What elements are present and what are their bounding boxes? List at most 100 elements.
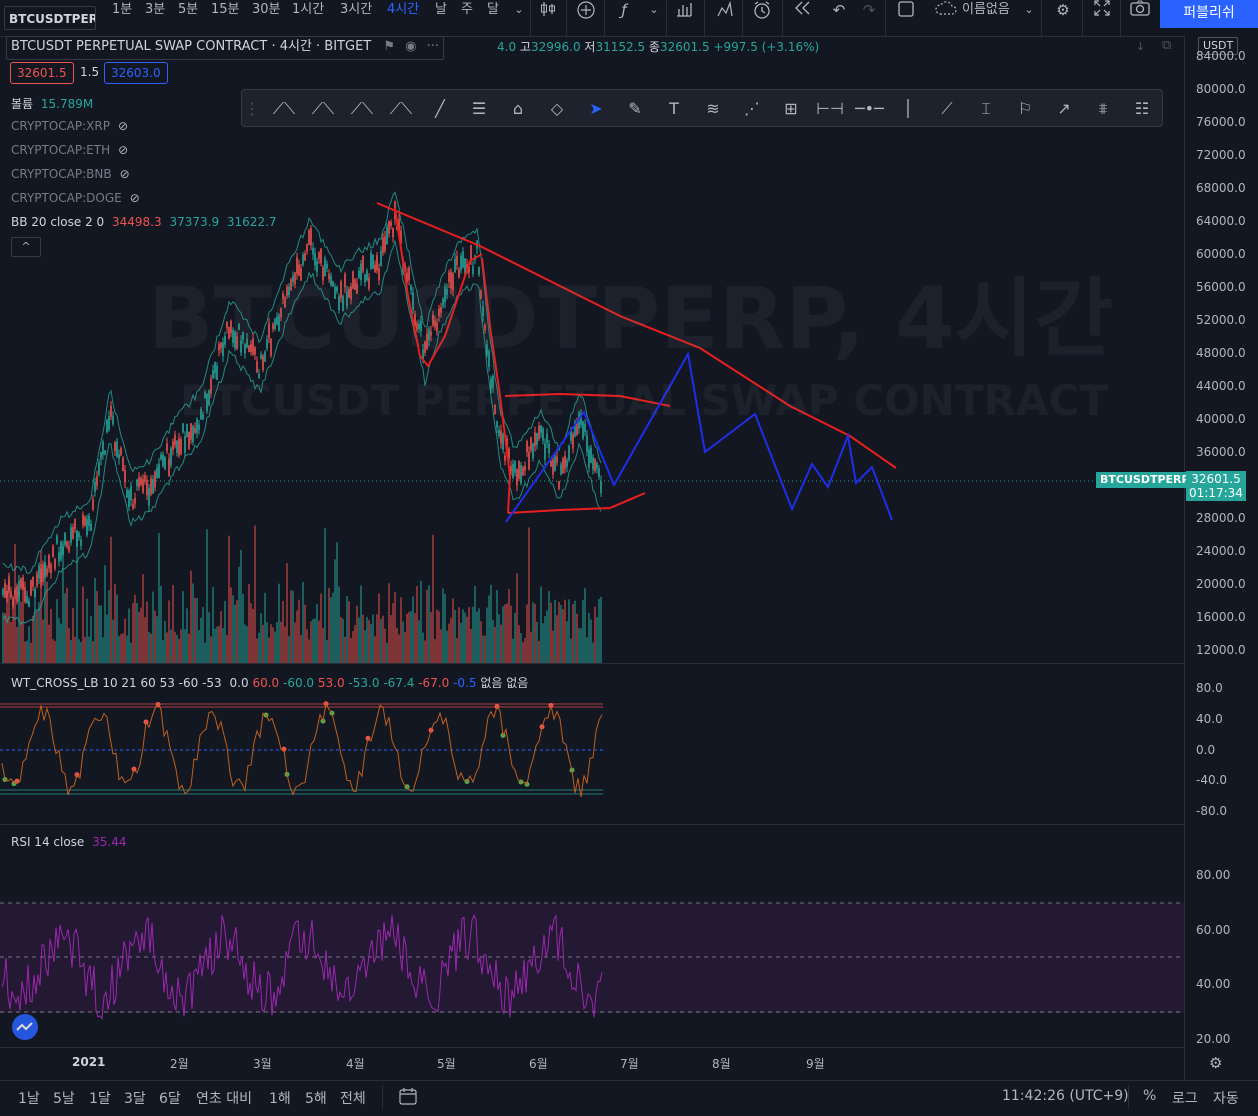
templates-icon[interactable] bbox=[712, 0, 738, 20]
symbol-search[interactable]: BTCUSDTPERP bbox=[4, 6, 96, 30]
tf-5m[interactable]: 5분 bbox=[178, 2, 199, 17]
pattern-abc-icon[interactable]: ⟋⟍ bbox=[311, 99, 335, 118]
tf-15m[interactable]: 15분 bbox=[211, 2, 240, 17]
horizontal-ray-icon[interactable]: ─•─ bbox=[855, 99, 884, 118]
eye-off-icon[interactable]: ⊘ bbox=[129, 191, 140, 205]
price-axis[interactable] bbox=[1184, 36, 1258, 1080]
sell-price-button[interactable]: 32601.5 bbox=[10, 62, 74, 84]
maximize-pane-icon[interactable]: ⧉ bbox=[1162, 38, 1172, 53]
replay-icon[interactable] bbox=[789, 0, 815, 20]
axis-settings-icon[interactable]: ⚙ bbox=[1209, 1054, 1223, 1072]
brush-icon[interactable]: ✎ bbox=[628, 99, 642, 118]
pattern-xabcd-icon[interactable]: ⟋⟍ bbox=[272, 99, 296, 118]
range-3m[interactable]: 3달 bbox=[124, 1091, 146, 1107]
volume-bar bbox=[128, 608, 130, 663]
bb-legend[interactable]: BB 20 close 2 0 34498.3 37373.9 31622.7 bbox=[11, 215, 277, 229]
vertical-line-icon[interactable]: │ bbox=[903, 99, 913, 118]
chevron-down-icon[interactable]: ⌄ bbox=[1024, 3, 1034, 16]
more-icon[interactable]: ··· bbox=[426, 39, 440, 54]
overlay-doge[interactable]: CRYPTOCAP:DOGE ⊘ bbox=[11, 191, 140, 205]
volume-bar bbox=[6, 584, 8, 663]
candle-type-icon[interactable] bbox=[535, 0, 561, 20]
cursor-arrow-icon[interactable]: ➤ bbox=[589, 99, 603, 118]
pane-divider[interactable] bbox=[0, 824, 1184, 825]
log-toggle[interactable]: 로그 bbox=[1172, 1091, 1198, 1107]
tf-4h[interactable]: 4시간 bbox=[387, 2, 420, 17]
tf-3h[interactable]: 3시간 bbox=[340, 2, 373, 17]
tradingview-logo[interactable] bbox=[12, 1014, 38, 1040]
collapse-down-icon[interactable]: ↓ bbox=[1136, 40, 1146, 53]
date-range-calendar-icon[interactable] bbox=[398, 1086, 418, 1110]
trend-line-icon[interactable]: ╱ bbox=[435, 99, 445, 118]
range-all[interactable]: 전체 bbox=[340, 1091, 366, 1107]
parallel-channel-icon[interactable]: ⩨ bbox=[1098, 99, 1108, 118]
expand-icon[interactable] bbox=[1089, 0, 1115, 20]
time-axis[interactable] bbox=[0, 1047, 1184, 1080]
paint-roller-icon[interactable]: ⌂ bbox=[512, 99, 524, 118]
publish-button[interactable]: 퍼블리쉬 bbox=[1160, 0, 1258, 28]
main-chart[interactable] bbox=[0, 36, 1184, 1080]
symbol-legend-title[interactable]: BTCUSDT PERPETUAL SWAP CONTRACT · 4시간 · … bbox=[6, 36, 445, 60]
wt-cross-legend[interactable]: WT_CROSS_LB 10 21 60 53 -60 -53 0.0 60.0… bbox=[11, 674, 528, 691]
arrow-icon[interactable]: ↗ bbox=[1057, 99, 1071, 118]
range-1d[interactable]: 1날 bbox=[18, 1091, 40, 1107]
fan-icon[interactable]: ⋰ bbox=[744, 99, 760, 118]
range-5y[interactable]: 5해 bbox=[305, 1091, 327, 1107]
chevron-down-icon[interactable]: ⌄ bbox=[649, 3, 659, 16]
pattern-wxyz-icon[interactable]: ⟋⟍ bbox=[350, 99, 374, 118]
layout-name[interactable]: 이름없음 bbox=[962, 2, 1010, 17]
horizontal-lines-icon[interactable]: ☰ bbox=[471, 99, 487, 118]
settings-lines-icon[interactable]: ☷ bbox=[1134, 99, 1150, 118]
eye-icon[interactable]: ◉ bbox=[405, 39, 417, 54]
elliott-wave-icon[interactable]: ⟋⟍ bbox=[389, 99, 413, 118]
fullscreen-square-icon[interactable] bbox=[893, 0, 919, 20]
collapse-legend-button[interactable]: ^ bbox=[11, 237, 41, 257]
undo-icon[interactable]: ↶ bbox=[832, 1, 846, 19]
add-compare-icon[interactable] bbox=[573, 0, 599, 20]
drag-handle-icon[interactable]: ⋮ bbox=[244, 99, 260, 118]
ray-icon[interactable]: ⟋ bbox=[941, 99, 953, 118]
fib-retracement-icon[interactable]: ≋ bbox=[706, 99, 720, 118]
cloud-icon[interactable] bbox=[932, 0, 960, 20]
clock-timezone[interactable]: 11:42:26 (UTC+9) bbox=[1002, 1088, 1129, 1104]
eye-off-icon[interactable]: ⊘ bbox=[117, 119, 129, 133]
range-1y[interactable]: 1해 bbox=[269, 1091, 291, 1107]
alert-icon[interactable] bbox=[749, 0, 775, 20]
range-5d[interactable]: 5날 bbox=[53, 1091, 75, 1107]
overlay-bnb[interactable]: CRYPTOCAP:BNB ⊘ bbox=[11, 167, 130, 181]
range-1m[interactable]: 1달 bbox=[89, 1091, 111, 1107]
eye-off-icon[interactable]: ⊘ bbox=[118, 143, 129, 157]
tf-3m[interactable]: 3분 bbox=[145, 2, 166, 17]
overlay-eth[interactable]: CRYPTOCAP:ETH ⊘ bbox=[11, 143, 128, 157]
volume-bar bbox=[434, 639, 436, 663]
tf-1m[interactable]: 1분 bbox=[112, 2, 133, 17]
price-range-icon[interactable]: ⌶ bbox=[981, 99, 991, 118]
tf-week[interactable]: 주 bbox=[461, 2, 473, 17]
measure-box-icon[interactable]: ⊞ bbox=[784, 99, 798, 118]
eraser-icon[interactable]: ◇ bbox=[550, 99, 564, 118]
gear-icon[interactable]: ⚙ bbox=[1056, 1, 1070, 19]
tf-day[interactable]: 날 bbox=[435, 2, 447, 17]
rsi-legend[interactable]: RSI 14 close 35.44 bbox=[11, 835, 127, 849]
pane-divider[interactable] bbox=[0, 663, 1184, 664]
camera-icon[interactable] bbox=[1127, 0, 1153, 20]
buy-price-button[interactable]: 32603.0 bbox=[104, 62, 168, 84]
tf-month[interactable]: 달 bbox=[487, 2, 499, 17]
tf-1h[interactable]: 1시간 bbox=[292, 2, 325, 17]
tf-30m[interactable]: 30분 bbox=[252, 2, 281, 17]
flag-icon[interactable]: ⚐ bbox=[1017, 99, 1033, 118]
eye-off-icon[interactable]: ⊘ bbox=[119, 167, 130, 181]
redo-icon[interactable]: ↷ bbox=[862, 1, 876, 19]
percent-toggle[interactable]: % bbox=[1143, 1088, 1157, 1104]
currency-selector[interactable]: USDT bbox=[1198, 37, 1239, 55]
indicators-icon[interactable]: ƒ bbox=[621, 1, 627, 19]
overlay-xrp[interactable]: CRYPTOCAP:XRP ⊘ bbox=[11, 119, 128, 133]
date-range-icon[interactable]: ⊢⊣ bbox=[816, 99, 844, 118]
text-tool-icon[interactable]: T bbox=[669, 99, 679, 118]
range-ytd[interactable]: 연초 대비 bbox=[196, 1091, 252, 1107]
chevron-down-icon[interactable]: ⌄ bbox=[514, 3, 524, 16]
range-6m[interactable]: 6달 bbox=[159, 1091, 181, 1107]
bookmark-icon[interactable]: ⚑ bbox=[383, 39, 396, 54]
financials-icon[interactable] bbox=[671, 0, 697, 20]
auto-toggle[interactable]: 자동 bbox=[1213, 1091, 1239, 1107]
